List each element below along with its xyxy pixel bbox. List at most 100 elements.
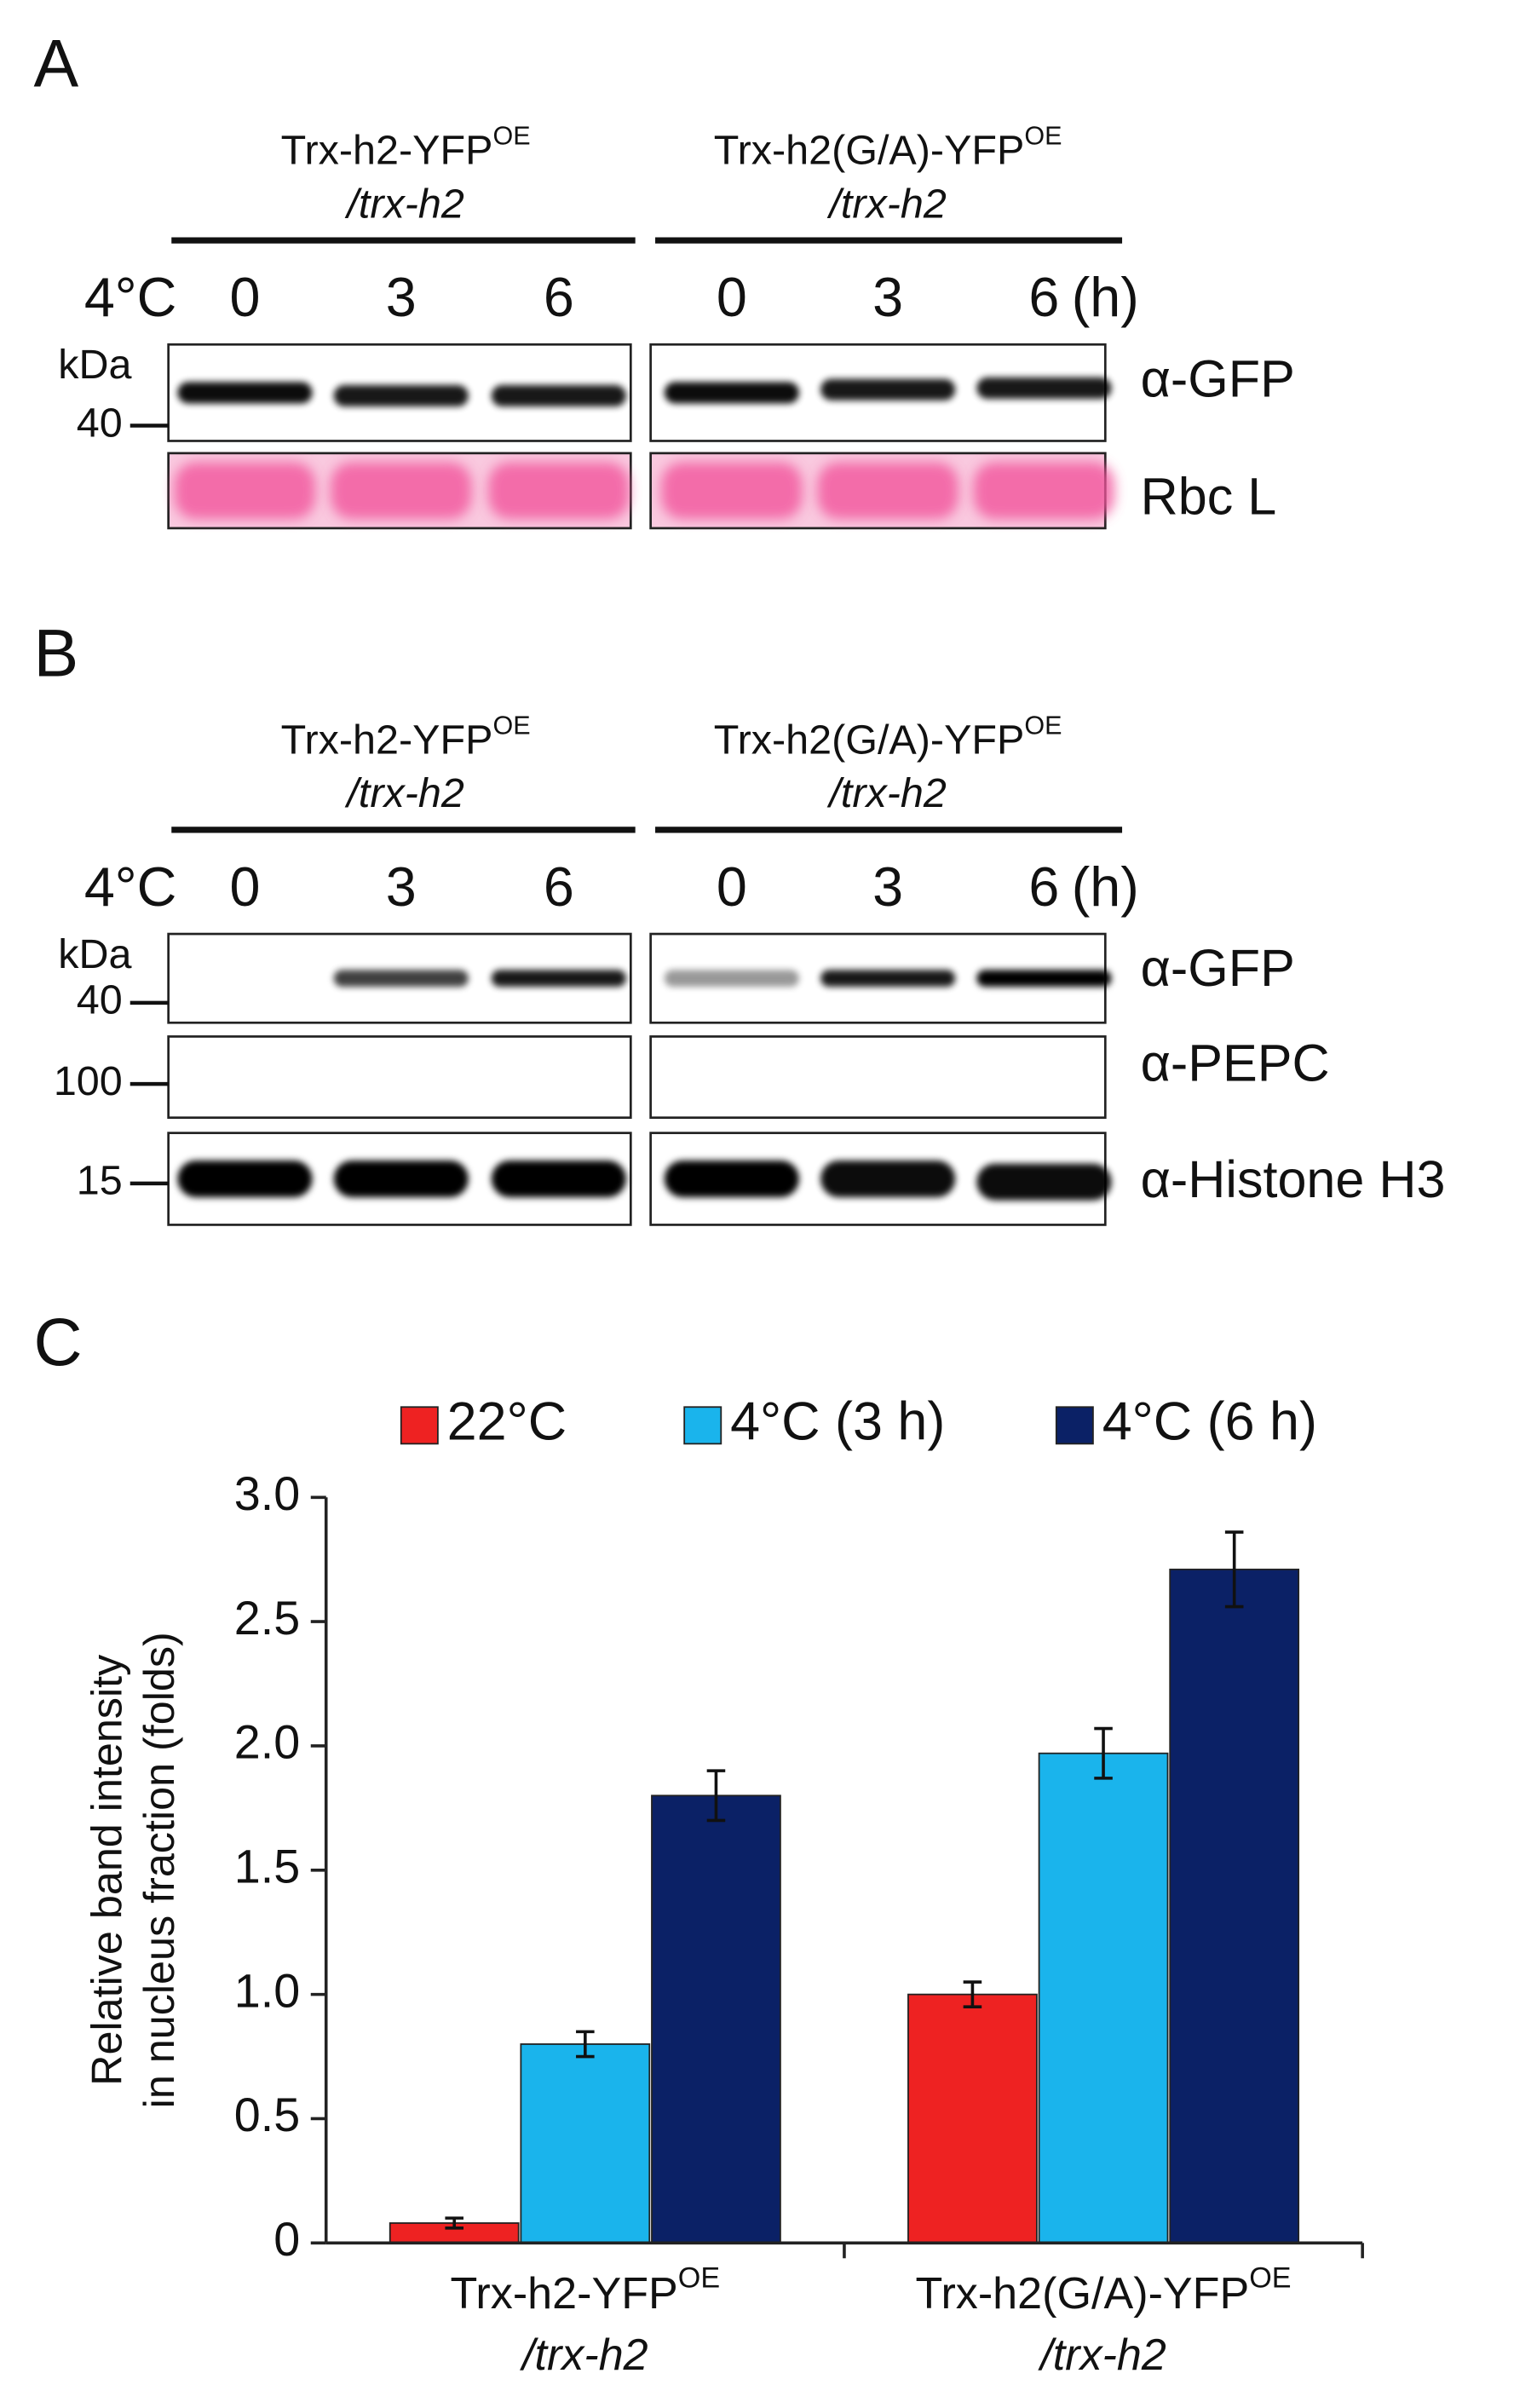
group-label: Trx-h2(G/A)-YFPOE <box>714 711 1062 763</box>
group-name: Trx-h2(G/A)-YFP <box>714 127 1025 173</box>
y-axis-title: Relative band intensity <box>83 1654 131 2086</box>
blot-band <box>333 970 469 988</box>
x-tick-label: Trx-h2(G/A)-YFPOE <box>916 2261 1292 2319</box>
legend-label: 22°C <box>447 1391 567 1451</box>
blot-band <box>817 462 958 520</box>
blot-band <box>333 384 469 407</box>
blot-band <box>177 1160 313 1198</box>
error-bar <box>706 1769 726 1823</box>
time-point: 0 <box>717 855 747 918</box>
time-label: 4°C <box>84 266 177 328</box>
time-point: 0 <box>717 266 747 328</box>
blot-band <box>491 384 626 407</box>
y-tick-label: 1.0 <box>234 1964 300 2017</box>
group-label: Trx-h2(G/A)-YFPOE <box>714 122 1062 174</box>
time-point: 0 <box>230 855 261 918</box>
time-point: 3 <box>872 855 903 918</box>
blot-band <box>664 382 799 404</box>
kda-label: kDa <box>58 342 131 388</box>
group-genotype: /trx-h2 <box>344 181 463 227</box>
row-label: α-GFP <box>1141 939 1295 997</box>
blot-band <box>820 970 956 988</box>
size-marker: 40 <box>77 977 123 1023</box>
y-tick-label: 0.5 <box>234 2088 300 2141</box>
time-point: 3 <box>386 266 417 328</box>
blot-band <box>820 378 956 400</box>
legend-swatch <box>1055 1406 1094 1445</box>
time-point: 3 <box>872 266 903 328</box>
row-label: α-Histone H3 <box>1141 1150 1446 1208</box>
time-label: 4°C <box>84 855 177 918</box>
group-name: Trx-h2-YFP <box>281 127 493 173</box>
row-label: α-GFP <box>1141 349 1295 407</box>
group-sup: OE <box>1024 122 1062 151</box>
group-name: Trx-h2(G/A)-YFP <box>714 717 1025 763</box>
blot-band <box>661 462 803 520</box>
size-marker: 15 <box>77 1158 123 1204</box>
category-name: Trx-h2-YFP <box>451 2269 678 2319</box>
legend-label: 4°C (6 h) <box>1102 1391 1317 1451</box>
blot-band <box>491 1160 626 1198</box>
y-axis-title: in nucleus fraction (folds) <box>135 1632 183 2108</box>
legend-swatch <box>683 1406 722 1445</box>
time-unit: (h) <box>1072 855 1139 918</box>
y-tick-label: 3.0 <box>234 1467 300 1520</box>
blot-band <box>820 1160 956 1198</box>
category-sup: OE <box>1249 2261 1291 2294</box>
time-point: 6 <box>544 855 574 918</box>
group-genotype: /trx-h2 <box>344 770 463 816</box>
time-point: 0 <box>230 266 261 328</box>
group-sup: OE <box>1024 711 1062 740</box>
group-name: Trx-h2-YFP <box>281 717 493 763</box>
bar <box>1038 1752 1169 2244</box>
bar <box>907 1993 1038 2244</box>
blot-frame <box>167 1035 632 1120</box>
error-bar <box>1094 1726 1113 1780</box>
panel-letter: B <box>34 614 79 690</box>
blot-band <box>664 1160 799 1198</box>
size-marker: 40 <box>77 400 123 446</box>
y-tick-label: 2.0 <box>234 1716 300 1769</box>
blot-band <box>174 462 316 520</box>
group-sup: OE <box>493 122 531 151</box>
blot-band <box>976 1163 1112 1201</box>
panel-letter: A <box>34 26 79 101</box>
group-genotype: /trx-h2 <box>826 770 946 816</box>
kda-label: kDa <box>58 931 131 977</box>
blot-band <box>664 970 799 988</box>
group-genotype: /trx-h2 <box>826 181 946 227</box>
panel-letter: C <box>34 1304 83 1380</box>
time-point: 6 <box>1028 855 1059 918</box>
time-point: 6 <box>1028 266 1059 328</box>
group-label: Trx-h2-YFPOE <box>281 122 531 174</box>
row-label: α-PEPC <box>1141 1034 1330 1092</box>
blot-band <box>331 462 472 520</box>
y-tick-label: 1.5 <box>234 1841 300 1893</box>
error-bar <box>445 2216 463 2230</box>
blot-band <box>491 970 626 988</box>
legend-swatch <box>400 1406 439 1445</box>
category-sup: OE <box>678 2261 720 2294</box>
time-point: 3 <box>386 855 417 918</box>
bar <box>1169 1568 1300 2244</box>
time-point: 6 <box>544 266 574 328</box>
category-name: Trx-h2(G/A)-YFP <box>916 2269 1250 2319</box>
group-sup: OE <box>493 711 531 740</box>
x-tick-subline: /trx-h2 <box>1038 2330 1166 2380</box>
blot-band <box>976 970 1112 988</box>
blot-band <box>976 377 1112 400</box>
x-tick-label: Trx-h2-YFPOE <box>451 2261 721 2319</box>
y-tick-label: 0 <box>273 2213 300 2266</box>
blot-band <box>333 1160 469 1198</box>
blot-band <box>488 462 630 520</box>
error-bar <box>576 2030 595 2059</box>
error-bar <box>1224 1530 1244 1609</box>
y-tick-label: 2.5 <box>234 1592 300 1645</box>
size-marker: 100 <box>54 1058 123 1104</box>
error-bar <box>963 1980 982 2009</box>
blot-band <box>177 382 313 404</box>
row-label: Rbc L <box>1141 468 1277 526</box>
time-unit: (h) <box>1072 266 1139 328</box>
